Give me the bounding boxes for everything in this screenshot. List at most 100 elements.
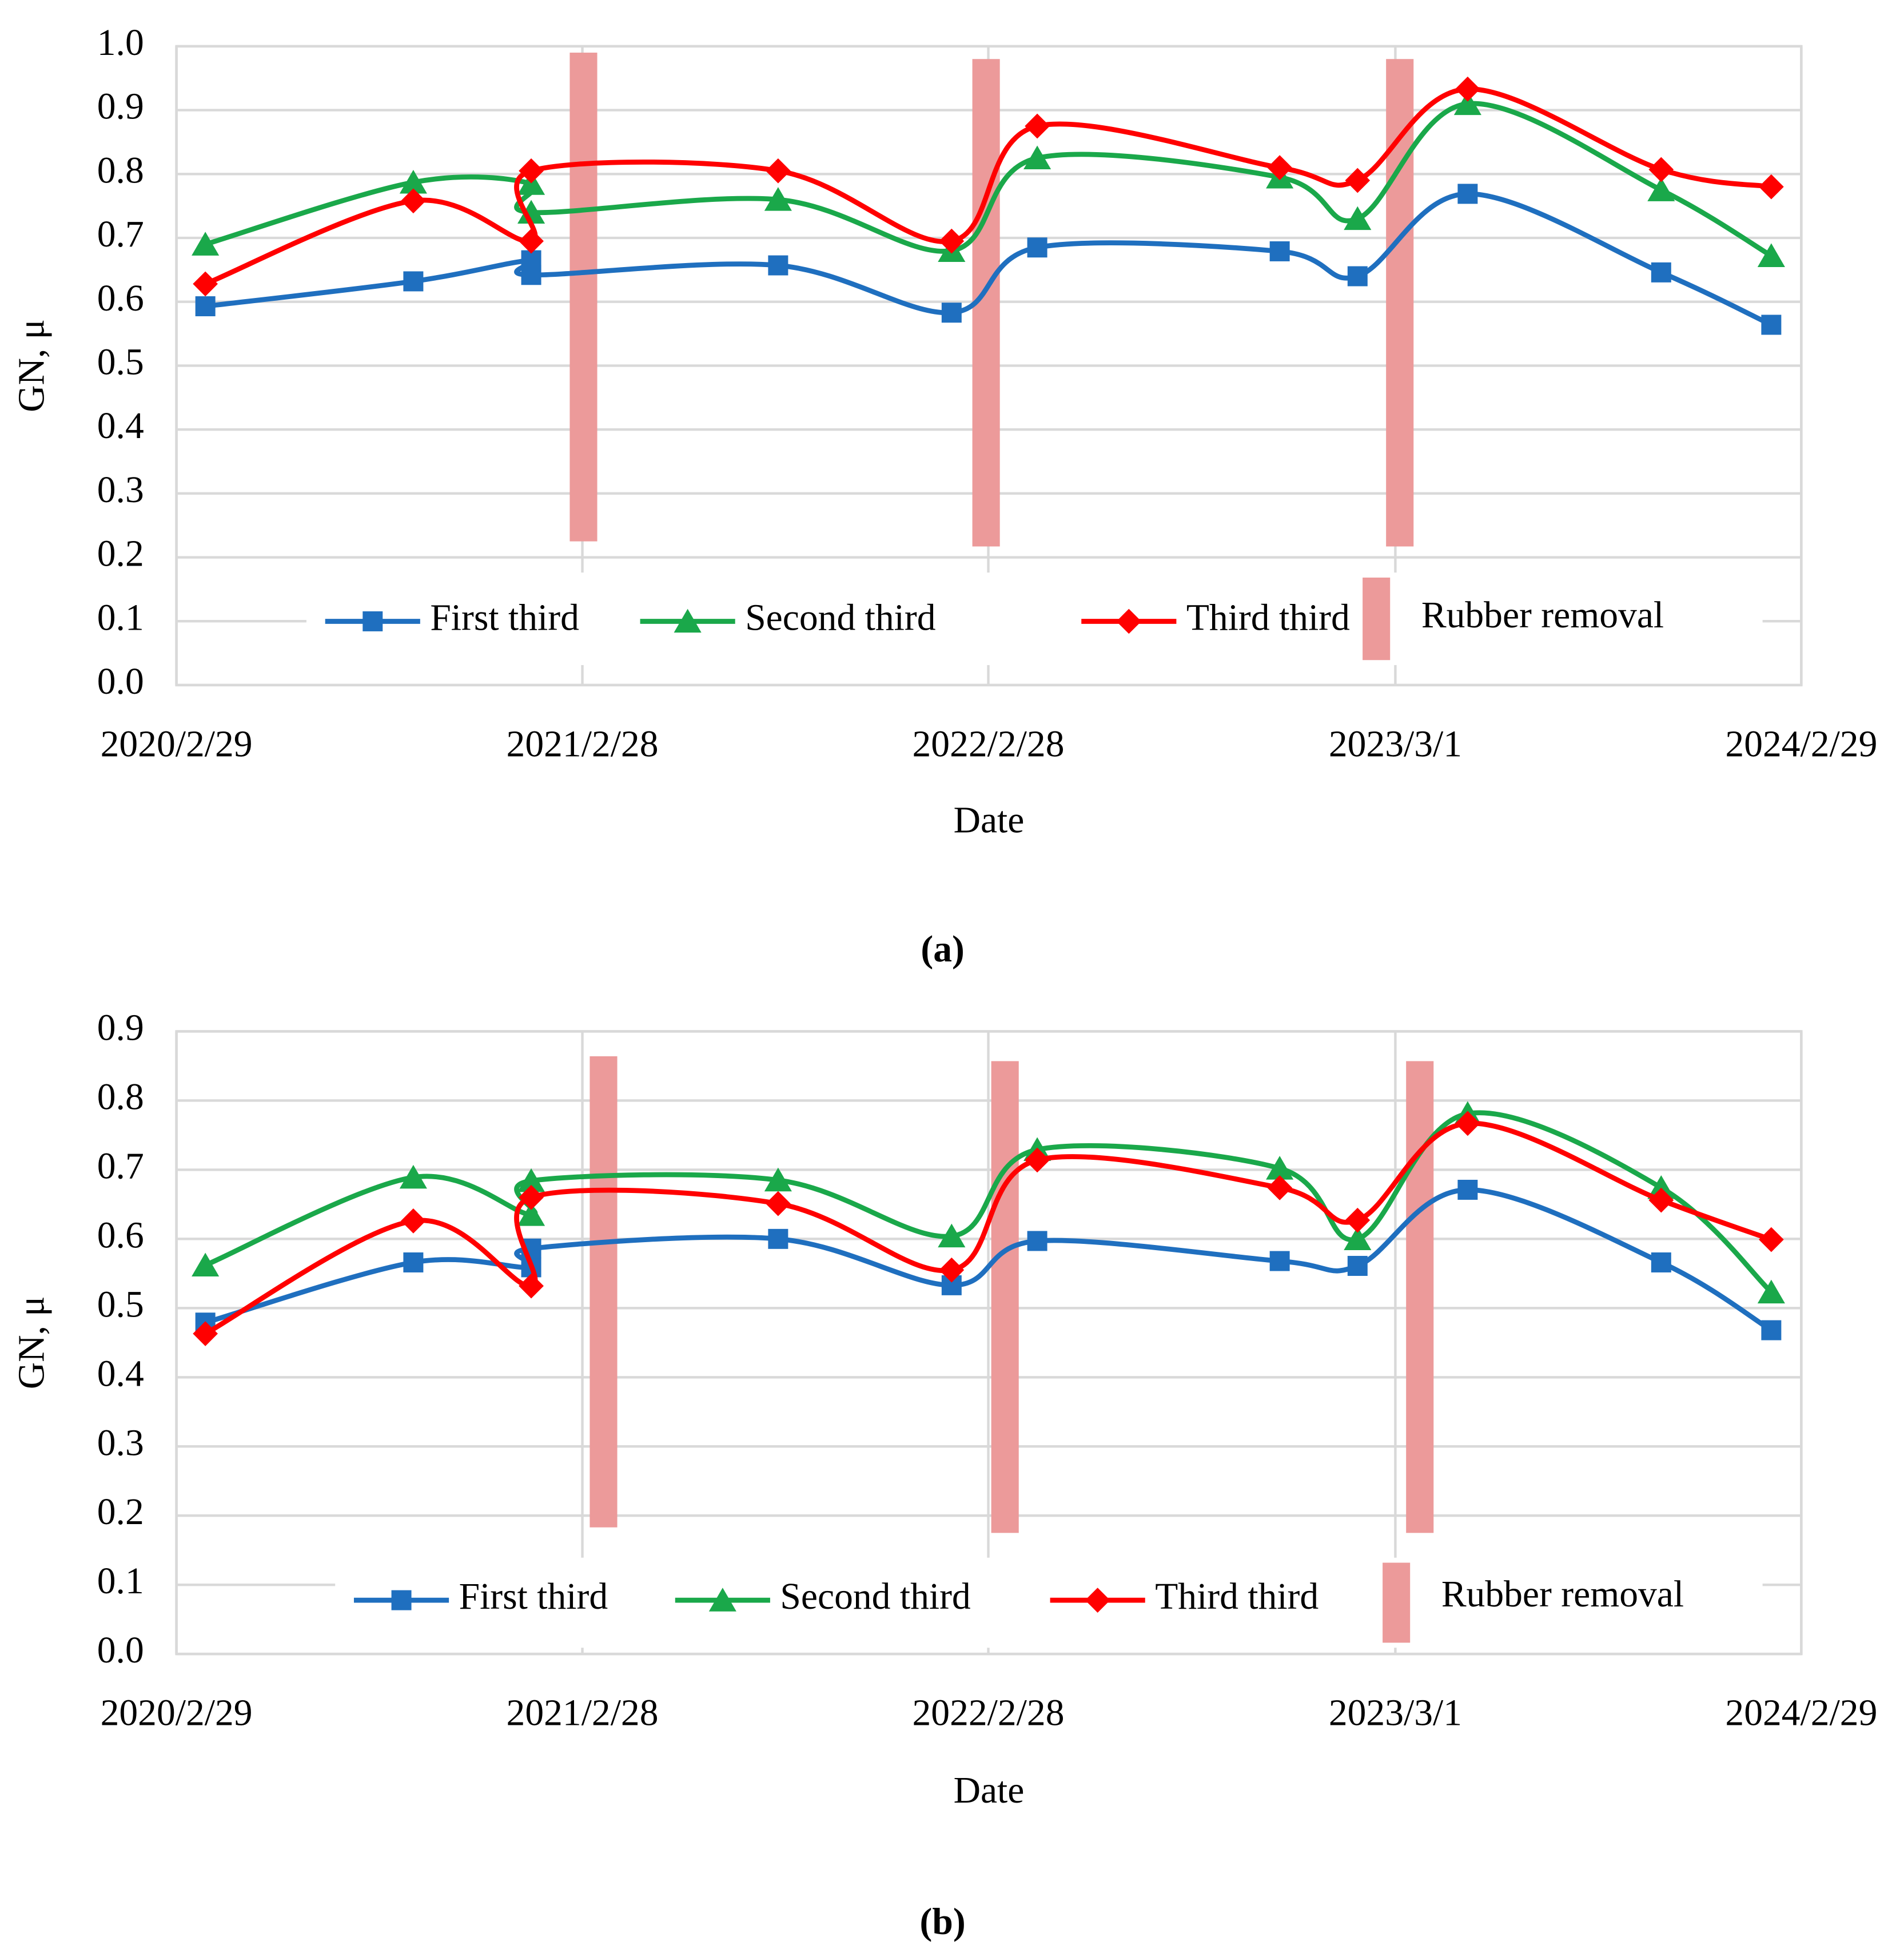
marker bbox=[1025, 113, 1050, 139]
chart: 0.0 0.1 0.2 0.3 0.4 0.5 0.6 0.7 0.8 0.9 2020/2/29 2… bbox=[11, 1008, 1878, 1943]
marker bbox=[1648, 1187, 1674, 1213]
marker bbox=[1269, 241, 1290, 261]
marker bbox=[1455, 76, 1480, 102]
marker bbox=[1266, 1156, 1294, 1180]
marker bbox=[766, 158, 791, 184]
legend-swatch bbox=[1363, 577, 1391, 661]
marker bbox=[938, 1223, 966, 1248]
x-tick-label: 2023/3/1 bbox=[1329, 723, 1462, 765]
marker bbox=[1757, 1279, 1785, 1304]
marker bbox=[1647, 1175, 1675, 1199]
marker bbox=[519, 228, 544, 254]
y-tick-label: 0.0 bbox=[97, 1630, 144, 1671]
marker bbox=[399, 169, 427, 194]
marker bbox=[1457, 1179, 1478, 1200]
chart: 0.0 0.1 0.2 0.3 0.4 0.5 0.6 0.7 0.8 0.9 1.0 2020/2/… bbox=[11, 22, 1878, 970]
marker bbox=[1761, 1320, 1782, 1341]
legend-box bbox=[335, 1557, 1763, 1648]
y-tick-label: 0.9 bbox=[97, 86, 144, 128]
marker bbox=[1761, 315, 1782, 335]
y-axis-title: GN, μ bbox=[11, 1296, 53, 1389]
legend-label: Second third bbox=[780, 1576, 970, 1617]
marker bbox=[521, 265, 541, 285]
rubber-removal-bar bbox=[991, 1061, 1019, 1533]
x-tick-label: 2021/2/28 bbox=[507, 723, 659, 765]
marker bbox=[1269, 1251, 1290, 1271]
marker bbox=[1757, 243, 1785, 267]
y-tick-label: 0.5 bbox=[97, 341, 144, 383]
x-tick-label: 2020/2/29 bbox=[101, 1692, 253, 1733]
legend-label: Third third bbox=[1155, 1576, 1319, 1617]
y-tick-label: 0.4 bbox=[97, 1353, 144, 1394]
y-tick-label: 0.1 bbox=[97, 597, 144, 638]
marker bbox=[1345, 168, 1371, 193]
marker bbox=[1453, 91, 1481, 116]
marker bbox=[766, 1191, 791, 1216]
marker bbox=[1759, 174, 1784, 200]
rubber-removal-bar bbox=[1406, 1061, 1434, 1533]
legend-label: Third third bbox=[1186, 597, 1350, 638]
y-tick-label: 0.9 bbox=[97, 1008, 144, 1049]
y-tick-label: 0.2 bbox=[97, 1491, 144, 1533]
marker bbox=[363, 611, 383, 631]
y-tick-label: 0.8 bbox=[97, 1076, 144, 1117]
marker bbox=[1347, 1256, 1368, 1276]
marker bbox=[1345, 1207, 1371, 1233]
marker bbox=[517, 200, 545, 224]
x-tick-label: 2024/2/29 bbox=[1725, 723, 1877, 765]
marker bbox=[1085, 1588, 1110, 1613]
x-tick-label: 2022/2/28 bbox=[913, 1692, 1065, 1733]
marker bbox=[674, 608, 702, 633]
marker bbox=[193, 1321, 218, 1346]
legend-label: First third bbox=[430, 597, 579, 638]
marker bbox=[195, 296, 216, 317]
marker bbox=[403, 1252, 424, 1272]
marker bbox=[1647, 177, 1675, 201]
marker bbox=[1651, 262, 1671, 283]
marker bbox=[1025, 1147, 1050, 1173]
marker bbox=[1648, 157, 1674, 182]
y-tick-label: 0.8 bbox=[97, 150, 144, 191]
rubber-removal-bar bbox=[569, 53, 598, 542]
y-tick-label: 0.7 bbox=[97, 214, 144, 255]
marker bbox=[1023, 145, 1051, 170]
marker bbox=[768, 255, 788, 276]
legend-label: Second third bbox=[745, 597, 935, 638]
rubber-removal-bar bbox=[589, 1056, 618, 1528]
x-tick-label: 2023/3/1 bbox=[1329, 1692, 1462, 1733]
x-tick-label: 2024/2/29 bbox=[1725, 1692, 1877, 1733]
y-tick-label: 1.0 bbox=[97, 22, 144, 63]
marker bbox=[1027, 1231, 1047, 1251]
y-tick-label: 0.5 bbox=[97, 1284, 144, 1325]
marker bbox=[1759, 1227, 1784, 1252]
rubber-removal-bar bbox=[1386, 59, 1414, 547]
x-axis-title: Date bbox=[954, 800, 1025, 841]
caption: (a) bbox=[921, 929, 964, 970]
marker bbox=[1267, 1175, 1292, 1200]
y-tick-label: 0.4 bbox=[97, 405, 144, 447]
y-tick-label: 0.2 bbox=[97, 534, 144, 575]
marker bbox=[391, 1590, 412, 1610]
y-tick-label: 0.3 bbox=[97, 1422, 144, 1463]
y-tick-label: 0.6 bbox=[97, 1215, 144, 1256]
marker bbox=[1651, 1252, 1671, 1272]
marker bbox=[941, 303, 962, 323]
legend-label: First third bbox=[459, 1576, 608, 1617]
legend-swatch bbox=[1383, 1562, 1411, 1643]
marker bbox=[708, 1588, 736, 1612]
x-tick-label: 2021/2/28 bbox=[507, 1692, 659, 1733]
y-tick-label: 0.3 bbox=[97, 470, 144, 511]
marker bbox=[517, 1202, 545, 1226]
marker bbox=[401, 1208, 426, 1234]
marker bbox=[192, 1252, 220, 1276]
y-tick-label: 0.7 bbox=[97, 1145, 144, 1187]
y-tick-label: 0.6 bbox=[97, 278, 144, 319]
legend-box bbox=[306, 572, 1763, 665]
marker bbox=[1267, 155, 1292, 180]
marker bbox=[1344, 206, 1372, 230]
legend-label: Rubber removal bbox=[1441, 1574, 1684, 1615]
plot-frame bbox=[175, 1030, 1803, 1656]
marker bbox=[192, 232, 220, 256]
